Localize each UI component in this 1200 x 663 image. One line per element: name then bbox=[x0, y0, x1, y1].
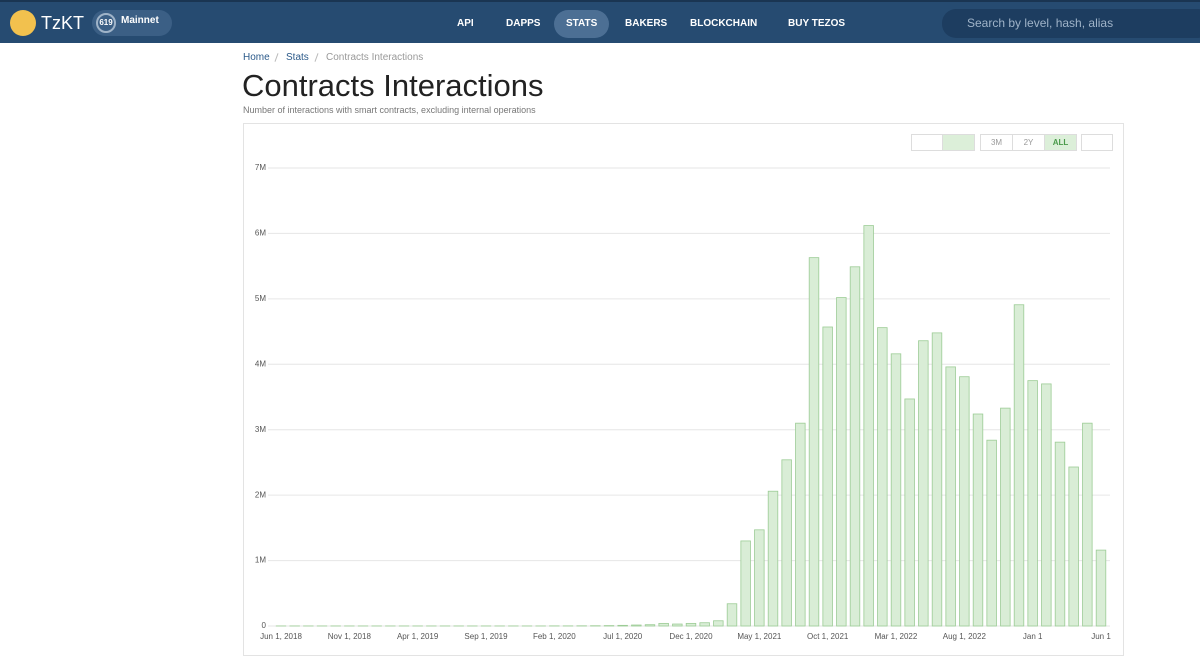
bar bbox=[808, 257, 820, 627]
bar bbox=[1000, 407, 1011, 627]
page-title: Contracts Interactions bbox=[242, 68, 544, 103]
y-tick-label: 2M bbox=[255, 490, 266, 499]
bar bbox=[890, 353, 902, 627]
breadcrumb[interactable]: Stats bbox=[286, 52, 309, 63]
breadcrumb: Contracts Interactions bbox=[326, 52, 424, 63]
x-tick-label: Nov 1, 2018 bbox=[328, 632, 372, 641]
bar bbox=[699, 622, 710, 627]
nav-item[interactable]: STATS bbox=[554, 10, 610, 38]
bar bbox=[740, 540, 751, 627]
bar bbox=[631, 624, 642, 627]
x-tick-label: Jun 1 bbox=[1091, 632, 1111, 641]
bar bbox=[685, 622, 697, 627]
y-tick-label: 4M bbox=[255, 359, 266, 368]
bar bbox=[795, 422, 806, 627]
bar bbox=[658, 622, 669, 627]
y-tick-label: 1M bbox=[255, 556, 266, 565]
bar bbox=[822, 326, 833, 627]
x-tick-label: May 1, 2021 bbox=[737, 632, 782, 641]
logo[interactable] bbox=[10, 10, 36, 36]
range-button[interactable]: ALL bbox=[1044, 134, 1077, 151]
bar bbox=[918, 340, 929, 627]
bar bbox=[767, 490, 779, 627]
bar bbox=[849, 266, 861, 627]
x-tick-label: Jul 1, 2020 bbox=[603, 632, 643, 641]
bar bbox=[1027, 380, 1038, 627]
bar bbox=[672, 623, 683, 627]
x-tick-label: Jun 1, 2018 bbox=[260, 632, 302, 641]
bar bbox=[754, 529, 765, 627]
bar bbox=[836, 297, 847, 627]
bar bbox=[959, 376, 970, 627]
bar bbox=[931, 332, 943, 627]
y-tick-label: 5M bbox=[255, 294, 266, 303]
bar bbox=[1041, 383, 1052, 627]
bar bbox=[617, 624, 628, 627]
y-tick-label: 6M bbox=[255, 229, 266, 238]
bar bbox=[904, 398, 915, 627]
bar bbox=[1082, 422, 1093, 627]
bar bbox=[972, 413, 984, 627]
x-tick-label: Feb 1, 2020 bbox=[533, 632, 576, 641]
breadcrumb[interactable]: Home bbox=[243, 52, 270, 63]
bar bbox=[986, 439, 997, 627]
bar-button[interactable] bbox=[942, 134, 975, 151]
chart: 0 1M 2M 3M 4M 5M 6M 7M Jun 1, 2018 Nov 1, 2018 Apr… bbox=[255, 163, 1111, 641]
x-tick-label: Aug 1, 2022 bbox=[943, 632, 987, 641]
chart-card bbox=[243, 123, 1124, 656]
header: TzKT 619 Mainnet API DAPPS STATS BAKERS … bbox=[0, 0, 1200, 43]
network[interactable]: Mainnet bbox=[121, 15, 159, 26]
x-tick-label: Oct 1, 2021 bbox=[807, 632, 849, 641]
bar bbox=[713, 620, 724, 627]
x-tick-label: Mar 1, 2022 bbox=[875, 632, 918, 641]
nav-item[interactable]: BAKERS bbox=[625, 18, 668, 29]
bar bbox=[1054, 441, 1066, 627]
bar bbox=[863, 225, 874, 627]
search[interactable]: Search by level, hash, alias bbox=[942, 9, 1200, 38]
bar bbox=[1013, 304, 1025, 627]
x-tick-label: Sep 1, 2019 bbox=[464, 632, 508, 641]
x-tick-label: Apr 1, 2019 bbox=[397, 632, 439, 641]
page-subtitle: Number of interactions with smart contra… bbox=[243, 105, 536, 115]
separator bbox=[274, 53, 279, 62]
download-button[interactable] bbox=[1081, 134, 1113, 151]
brand[interactable]: TzKT bbox=[41, 13, 84, 33]
x-tick-label: Jan 1 bbox=[1023, 632, 1043, 641]
bar bbox=[644, 624, 656, 627]
nav-item[interactable]: API bbox=[457, 18, 474, 29]
y-tick-label: 7M bbox=[255, 163, 266, 172]
y-tick-label: 3M bbox=[255, 425, 266, 434]
nav-item[interactable]: BLOCKCHAIN bbox=[690, 18, 758, 29]
y-tick-label: 0 bbox=[262, 621, 267, 630]
x-tick-label: Dec 1, 2020 bbox=[669, 632, 713, 641]
bar bbox=[781, 459, 792, 627]
nav-item[interactable]: BUY TEZOS bbox=[788, 18, 846, 29]
bar bbox=[726, 603, 738, 627]
cycle: 619 bbox=[96, 13, 116, 33]
bar bbox=[945, 366, 956, 627]
bar bbox=[877, 327, 888, 627]
bar bbox=[1095, 549, 1107, 627]
separator bbox=[314, 53, 319, 62]
nav-item[interactable]: DAPPS bbox=[506, 18, 541, 29]
bar bbox=[1068, 466, 1079, 627]
